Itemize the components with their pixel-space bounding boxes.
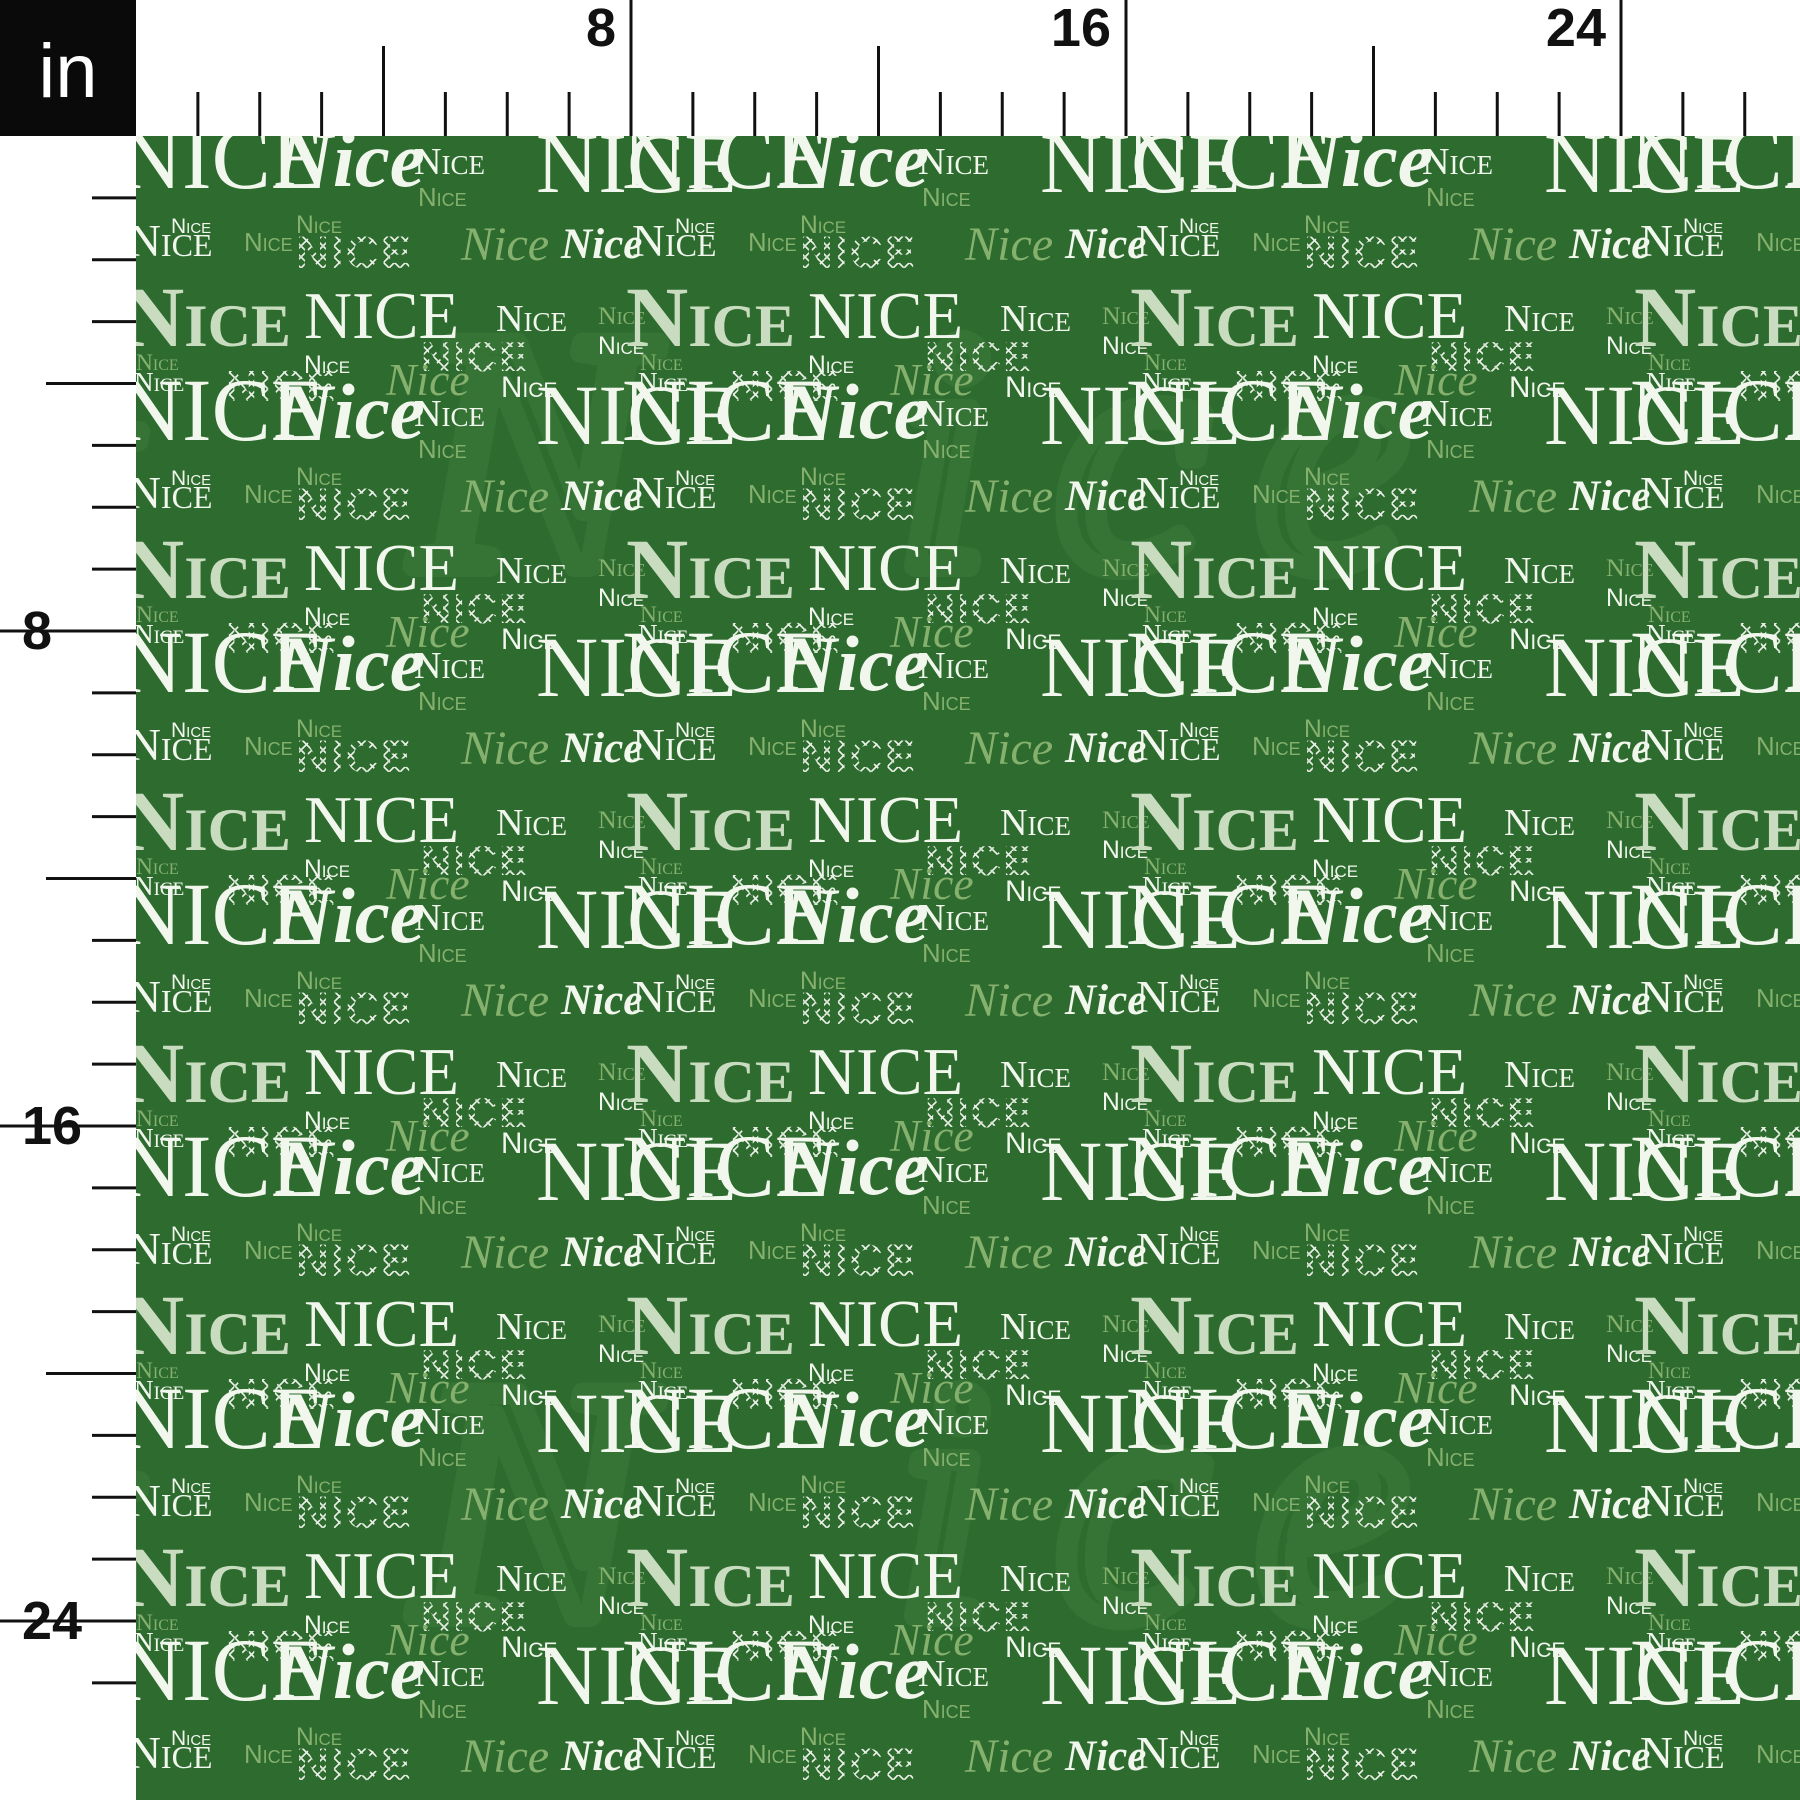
svg-text:24: 24	[22, 1591, 82, 1651]
svg-text:8: 8	[22, 601, 52, 661]
svg-text:16: 16	[1051, 0, 1111, 58]
svg-text:16: 16	[22, 1096, 82, 1156]
svg-text:24: 24	[1546, 0, 1606, 58]
svg-text:8: 8	[586, 0, 616, 58]
